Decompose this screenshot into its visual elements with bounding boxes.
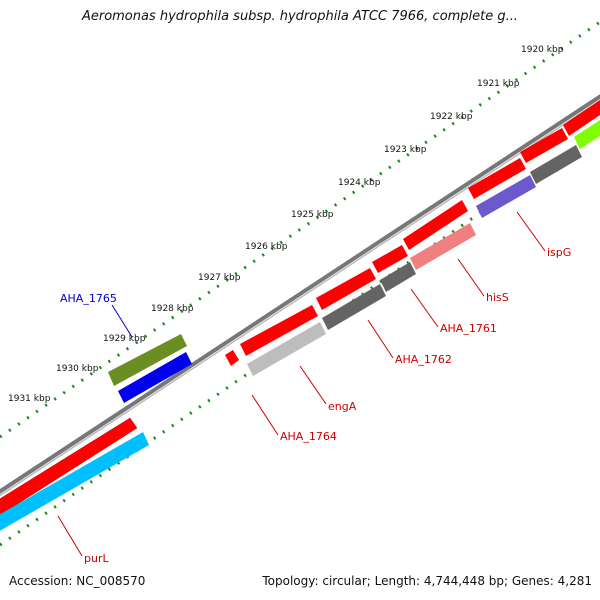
- gene-label-hiss[interactable]: hisS: [486, 291, 509, 304]
- leader-line-enga: [299, 365, 327, 405]
- feature-olive[interactable]: [108, 334, 187, 386]
- feature-blue[interactable]: [118, 352, 192, 403]
- gene-label-aha1765[interactable]: AHA_1765: [60, 292, 117, 305]
- gene-label-purl[interactable]: purL: [84, 552, 109, 565]
- gene-label-enga[interactable]: engA: [328, 400, 357, 413]
- gene-label-ispg[interactable]: ispG: [547, 246, 571, 259]
- scale-label: 1923 kbp: [384, 145, 427, 155]
- feature-dark-gray-a[interactable]: [322, 284, 386, 330]
- cds-feature-aha1764[interactable]: [225, 350, 239, 366]
- feature-lime[interactable]: [574, 120, 600, 149]
- summary-text: Topology: circular; Length: 4,744,448 bp…: [262, 574, 592, 588]
- leader-line-aha1765: [111, 304, 133, 338]
- reverse-feature-lane: [0, 120, 600, 533]
- cds-feature-hiss[interactable]: [403, 200, 468, 250]
- leader-line-hiss: [457, 258, 485, 297]
- scale-label: 1929 kbp: [103, 334, 146, 344]
- accession-text: Accession: NC_008570: [9, 574, 146, 588]
- scale-labels: 1920 kbp 1921 kbp 1922 kbp 1923 kbp 1924…: [8, 45, 564, 404]
- gene-label-aha1761[interactable]: AHA_1761: [440, 322, 497, 335]
- genome-backbone: [0, 94, 600, 494]
- scale-label: 1927 kbp: [198, 273, 241, 283]
- scale-label: 1924 kbp: [338, 178, 381, 188]
- gene-label-aha1764[interactable]: AHA_1764: [280, 430, 337, 443]
- feature-light-gray[interactable]: [247, 322, 326, 376]
- feature-pink[interactable]: [410, 223, 476, 270]
- scale-label: 1925 kbp: [291, 210, 334, 220]
- leader-line-purl: [57, 515, 83, 557]
- cds-feature-b[interactable]: [563, 100, 600, 136]
- forward-cds-lane: [0, 100, 600, 517]
- cds-feature-aha1762[interactable]: [316, 268, 376, 310]
- feature-cyan[interactable]: [0, 432, 149, 533]
- scale-label: 1928 kbp: [151, 304, 194, 314]
- leader-lines: [57, 211, 546, 557]
- cds-feature-a[interactable]: [520, 128, 568, 163]
- scale-label: 1926 kbp: [245, 242, 288, 252]
- leader-line-ispg: [516, 211, 546, 252]
- cds-feature-purl-region[interactable]: [0, 417, 138, 517]
- leader-line-aha1761: [410, 288, 439, 328]
- genome-backbone-shadow: [0, 99, 600, 497]
- cds-feature-enga[interactable]: [240, 305, 318, 356]
- scale-label: 1921 kbp: [477, 79, 520, 89]
- feature-purple[interactable]: [476, 175, 536, 218]
- cds-feature-aha1761[interactable]: [372, 245, 408, 273]
- cds-feature-ispg-region[interactable]: [468, 158, 526, 199]
- scale-label: 1930 kbp: [56, 364, 99, 374]
- gene-label-aha1762[interactable]: AHA_1762: [395, 353, 452, 366]
- map-title: Aeromonas hydrophila subsp. hydrophila A…: [81, 9, 519, 24]
- gene-labels: AHA_1765 AHA_1764 engA AHA_1762 AHA_1761…: [60, 246, 571, 565]
- leader-line-aha1764: [251, 394, 279, 436]
- outer-scale-ticks: [0, 20, 600, 439]
- scale-label: 1931 kbp: [8, 394, 51, 404]
- leader-line-aha1762: [367, 319, 394, 359]
- feature-dark-gray-b[interactable]: [380, 262, 416, 292]
- scale-label: 1922 kbp: [430, 112, 473, 122]
- scale-label: 1920 kbp: [521, 45, 564, 55]
- feature-dark-gray-c[interactable]: [530, 145, 582, 184]
